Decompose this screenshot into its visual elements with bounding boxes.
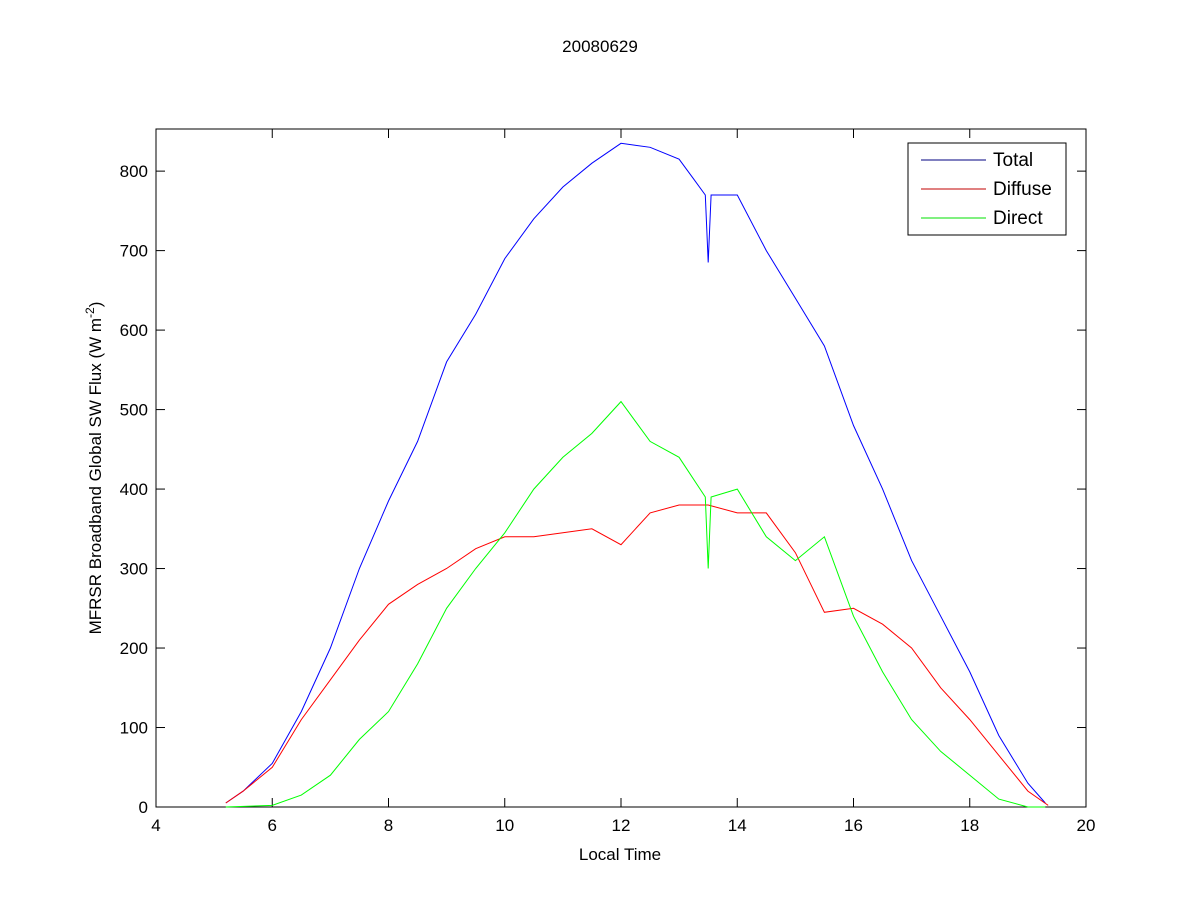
y-tick-label: 300	[120, 560, 148, 579]
legend: Total Diffuse Direct	[907, 142, 1067, 236]
y-tick-label: 100	[120, 719, 148, 738]
series-line-direct	[225, 400, 1046, 808]
y-tick-label: 600	[120, 321, 148, 340]
y-tick-label: 700	[120, 242, 148, 261]
legend-label-diffuse: Diffuse	[993, 179, 1052, 200]
y-tick-label: 0	[139, 798, 148, 817]
series-line-total	[225, 142, 1046, 804]
legend-label-total: Total	[993, 150, 1033, 171]
x-tick-label: 10	[495, 816, 514, 835]
plot-area	[155, 128, 1087, 808]
y-axis-label: MFRSR Broadband Global SW Flux (W m-2)	[83, 302, 105, 635]
y-tick-label: 400	[120, 480, 148, 499]
y-axis: 0 100 200 300 400 500 600 700 800	[120, 162, 1086, 817]
x-tick-label: 16	[844, 816, 863, 835]
x-tick-label: 18	[960, 816, 979, 835]
y-tick-label: 200	[120, 639, 148, 658]
x-tick-label: 14	[728, 816, 747, 835]
y-tick-label: 500	[120, 401, 148, 420]
y-axis-label-sup: -2	[83, 307, 97, 318]
y-axis-label-main: MFRSR Broadband Global SW Flux (W m	[86, 318, 105, 634]
x-axis: 4 6 8 10 12 14 16 18 20	[151, 129, 1095, 835]
series-line-diffuse	[225, 504, 1049, 806]
legend-label-direct: Direct	[993, 208, 1043, 229]
y-tick-label: 800	[120, 162, 148, 181]
x-tick-label: 12	[612, 816, 631, 835]
series-lines	[225, 142, 1049, 808]
x-tick-label: 4	[151, 816, 160, 835]
x-tick-label: 20	[1077, 816, 1096, 835]
x-tick-label: 6	[268, 816, 277, 835]
x-tick-label: 8	[384, 816, 393, 835]
y-axis-label-end: )	[86, 302, 105, 308]
x-axis-label: Local Time	[579, 845, 661, 864]
chart-title: 20080629	[562, 37, 638, 56]
